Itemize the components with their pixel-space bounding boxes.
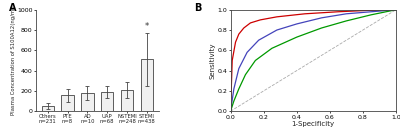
Text: A: A [9,3,16,13]
Y-axis label: Plasma Concentration of S100A12(ng/ml): Plasma Concentration of S100A12(ng/ml) [11,6,16,115]
X-axis label: 1-Specificity: 1-Specificity [292,121,335,127]
Bar [141,59,153,111]
Bar [81,93,94,111]
Text: *: * [145,22,149,31]
Y-axis label: Sensitivity: Sensitivity [210,42,216,79]
Bar [101,92,113,111]
Text: B: B [194,3,202,13]
Bar [61,95,74,111]
Bar [42,106,54,111]
Bar [121,90,133,111]
